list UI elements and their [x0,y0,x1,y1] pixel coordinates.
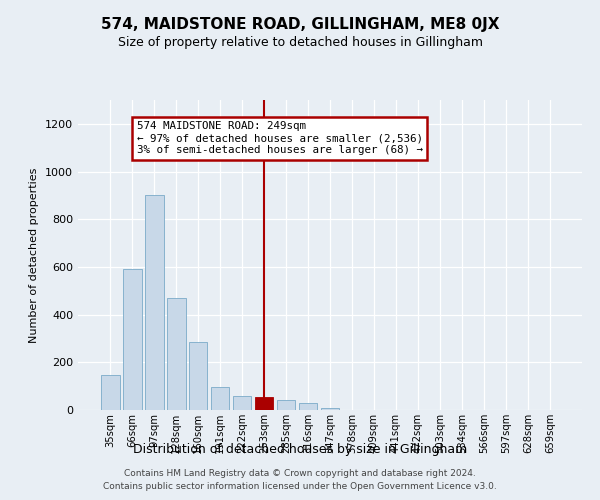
Text: 574 MAIDSTONE ROAD: 249sqm
← 97% of detached houses are smaller (2,536)
3% of se: 574 MAIDSTONE ROAD: 249sqm ← 97% of deta… [137,122,422,154]
Bar [189,342,208,410]
Text: Contains public sector information licensed under the Open Government Licence v3: Contains public sector information licen… [103,482,497,491]
Bar [299,403,317,410]
Y-axis label: Number of detached properties: Number of detached properties [29,168,40,342]
Text: 574, MAIDSTONE ROAD, GILLINGHAM, ME8 0JX: 574, MAIDSTONE ROAD, GILLINGHAM, ME8 0JX [101,18,499,32]
Bar [167,298,185,410]
Text: Distribution of detached houses by size in Gillingham: Distribution of detached houses by size … [133,444,467,456]
Bar [145,196,164,410]
Bar [277,400,295,410]
Bar [255,397,274,410]
Text: Contains HM Land Registry data © Crown copyright and database right 2024.: Contains HM Land Registry data © Crown c… [124,468,476,477]
Bar [101,374,119,410]
Bar [320,408,340,410]
Text: Size of property relative to detached houses in Gillingham: Size of property relative to detached ho… [118,36,482,49]
Bar [211,388,229,410]
Bar [123,270,142,410]
Bar [233,396,251,410]
